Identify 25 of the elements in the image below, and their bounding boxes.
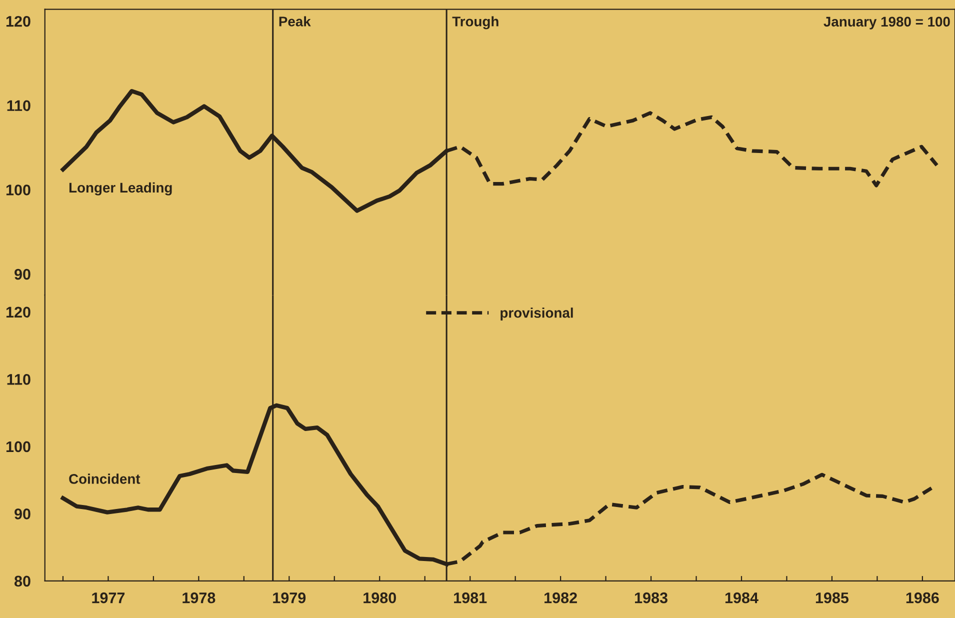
ref-line-label: Peak <box>279 16 311 26</box>
annotation: January 1980 = 100 <box>824 16 950 30</box>
x-tick-label: 1978 <box>182 592 216 604</box>
x-tick-label: 1979 <box>273 592 306 604</box>
x-tick-label: 1985 <box>816 592 849 604</box>
y-tick-label: 110 <box>7 100 30 112</box>
series-label: Coincident <box>69 474 140 484</box>
y-tick-label: 100 <box>6 184 30 196</box>
y-tick-label: 90 <box>14 268 30 280</box>
x-tick-label: 1984 <box>725 592 758 604</box>
x-tick-label: 1981 <box>454 592 487 604</box>
legend-label: provisional <box>500 308 573 321</box>
x-tick-label: 1983 <box>634 592 668 604</box>
x-tick-label: 1980 <box>364 592 396 604</box>
x-tick-label: 1986 <box>906 592 939 604</box>
ref-line-label: Trough <box>452 16 498 30</box>
y-tick-label: 110 <box>7 374 30 385</box>
y-tick-label: 80 <box>14 576 30 587</box>
x-tick-label: 1977 <box>92 592 125 604</box>
y-tick-label: 120 <box>6 306 30 318</box>
y-tick-label: 90 <box>14 508 30 520</box>
series-label: Longer Leading <box>69 182 172 196</box>
x-tick-label: 1982 <box>544 592 577 604</box>
y-tick-label: 120 <box>6 16 30 27</box>
y-tick-label: 100 <box>6 441 30 452</box>
